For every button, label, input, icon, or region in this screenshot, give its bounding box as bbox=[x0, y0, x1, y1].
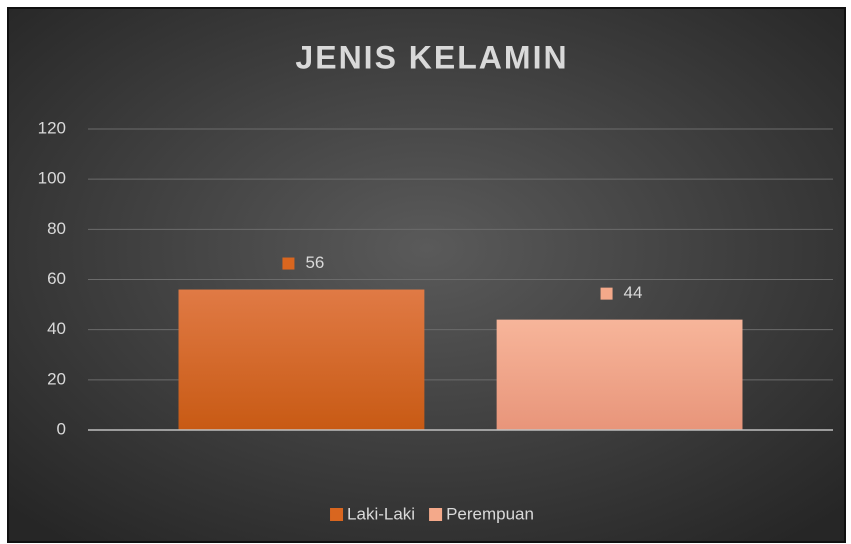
bar bbox=[496, 319, 743, 430]
data-label-key bbox=[600, 287, 613, 300]
legend-key bbox=[330, 508, 344, 521]
y-tick-label: 0 bbox=[57, 419, 66, 438]
chart-area bbox=[7, 7, 846, 543]
legend-label: Laki-Laki bbox=[347, 504, 415, 523]
y-tick-label: 20 bbox=[47, 369, 66, 388]
y-tick-label: 40 bbox=[47, 319, 66, 338]
legend-label: Perempuan bbox=[446, 504, 534, 523]
legend-key bbox=[429, 508, 443, 521]
y-tick-label: 100 bbox=[38, 169, 66, 188]
bar bbox=[178, 289, 425, 430]
data-label: 56 bbox=[305, 253, 324, 272]
y-tick-label: 120 bbox=[38, 118, 66, 137]
y-tick-label: 80 bbox=[47, 219, 66, 238]
data-label: 44 bbox=[624, 283, 643, 302]
data-label-key bbox=[282, 257, 295, 270]
y-tick-label: 60 bbox=[47, 269, 66, 288]
chart-title: JENIS KELAMIN bbox=[295, 39, 568, 75]
